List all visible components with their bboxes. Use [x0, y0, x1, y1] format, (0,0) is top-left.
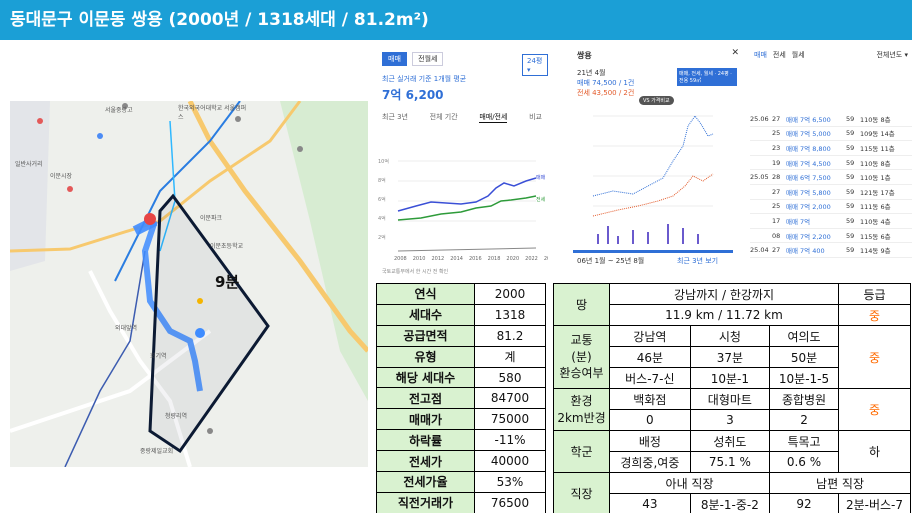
year-filter[interactable]: 전체년도 ▾: [876, 51, 908, 59]
recent-3y-link[interactable]: 최근 3년 보기: [677, 257, 719, 265]
map-label-park: 이문파크: [200, 215, 223, 222]
legend-filter[interactable]: 매매, 전세, 월세 · 24평 · 전용 59㎡: [677, 68, 737, 86]
price-history-chart: [397, 160, 537, 252]
tab-rent[interactable]: 전월세: [412, 52, 444, 66]
map-label-station-2: 청량리역: [165, 413, 188, 420]
transaction-chart-panel: 쌍용 ✕ 21년 4월 매매 74,500 / 1건 전세 43,500 / 2…: [573, 46, 743, 278]
range-slider[interactable]: [573, 250, 733, 253]
map-label-crossroad: 일반사거리: [15, 161, 43, 168]
list-item[interactable]: 17 매매 7억 59 110동 4층: [750, 214, 912, 229]
list-item[interactable]: 25 매매 7억 2,000 59 111동 6층: [750, 200, 912, 215]
tab-compare[interactable]: 비교: [529, 113, 542, 121]
page-title: 동대문구 이문동 쌍용 (2000년 / 1318세대 / 81.2m²): [0, 0, 912, 40]
list-tab-jeonse[interactable]: 전세: [772, 51, 786, 59]
location-table: 땅 강남까지 / 한강까지 등급 11.9 km / 11.72 km 중 교통…: [553, 283, 911, 513]
tab-recent-3y[interactable]: 최근 3년: [382, 113, 408, 121]
map-label-school: 서울중랑고: [105, 107, 133, 114]
average-price: 7억 6,200: [382, 88, 444, 102]
map-label-station-3: 외대앞역: [115, 325, 138, 332]
size-select[interactable]: 24평 ▾: [522, 54, 548, 76]
transaction-list: 25.06 27 매매 7억 6,500 59 110동 8층 25 매매 7억 5,00…: [750, 112, 912, 258]
tab-sale-jeonse[interactable]: 매매/전세: [479, 113, 508, 123]
map-label-university: 한국외국어대학교 서울캠퍼스: [178, 105, 247, 121]
compare-button[interactable]: VS 가격비교: [639, 96, 674, 105]
list-item[interactable]: 27 매매 7억 5,800 59 121동 17층: [750, 185, 912, 200]
complex-title: 쌍용: [577, 51, 592, 60]
list-item[interactable]: 25.05 28 매매 6억 7,500 59 110동 1층: [750, 170, 912, 185]
map-view[interactable]: 9분 서울중랑고 한국외국어대학교 서울캠퍼스 이문파크 이문초등학교 이문시장…: [10, 101, 368, 467]
price-subtitle: 최근 실거래 기준 1개월 평균: [382, 75, 467, 83]
list-item[interactable]: 25.04 27 매매 7억 400 59 114동 9층: [750, 243, 912, 258]
tab-sale[interactable]: 매매: [382, 52, 407, 66]
transaction-list-panel: 매매 전세 월세 전체년도 ▾ 25.06 27 매매 7억 6,500 59 110동…: [750, 46, 912, 278]
list-tab-rent[interactable]: 월세: [791, 51, 805, 59]
list-item[interactable]: 25.06 27 매매 7억 6,500 59 110동 8층: [750, 112, 912, 127]
list-item[interactable]: 08 매매 7억 2,200 59 115동 6층: [750, 229, 912, 244]
complex-info-table: 연식 2000 세대수 1318 공급면적 81.2 유형 계 해당 세대수 580 전고…: [376, 283, 546, 513]
chevron-down-icon: ▾: [904, 51, 908, 59]
price-summary-panel: 매매 전월세 24평 ▾ 최근 실거래 기준 1개월 평균 7억 6,200 최…: [376, 46, 548, 278]
close-icon[interactable]: ✕: [731, 48, 739, 58]
chevron-down-icon: ▾: [527, 66, 531, 74]
map-label-elementary: 이문초등학교: [210, 243, 244, 250]
list-item[interactable]: 23 매매 7억 8,800 59 115동 11층: [750, 141, 912, 156]
list-item[interactable]: 19 매매 7억 4,500 59 110동 8층: [750, 156, 912, 171]
map-canvas: [10, 101, 368, 467]
tab-all-period[interactable]: 전체 기간: [429, 113, 458, 121]
transaction-scatter-chart: [592, 115, 714, 244]
list-item[interactable]: 25 매매 7억 5,000 59 109동 14층: [750, 127, 912, 142]
map-label-station-1: 회기역: [150, 353, 167, 360]
map-label-market: 이문시장: [50, 173, 73, 180]
list-tab-sale[interactable]: 매매: [754, 51, 767, 59]
walk-time-label: 9분: [215, 273, 240, 291]
map-label-church: 중랑제일교회: [140, 448, 174, 455]
